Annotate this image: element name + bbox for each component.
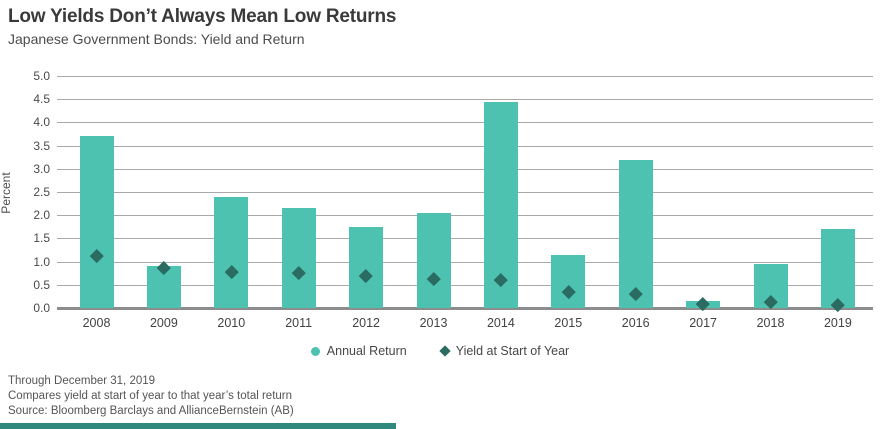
y-tick-label: 2.0: [33, 208, 50, 223]
gridline: [57, 168, 873, 170]
gridline: [57, 238, 873, 240]
y-tick-label: 4.0: [33, 115, 50, 130]
bar-annual-return: [214, 196, 249, 308]
chart-subtitle: Japanese Government Bonds: Yield and Ret…: [8, 31, 305, 47]
gridline: [57, 76, 873, 77]
x-tick-label: 2015: [554, 316, 583, 330]
legend-item-annual-return: Annual Return: [310, 344, 407, 358]
y-tick-label: 3.0: [33, 161, 50, 176]
footnote-source: Source: Bloomberg Barclays and AllianceB…: [8, 405, 294, 417]
bar-annual-return: [349, 226, 384, 308]
circle-icon: [310, 346, 320, 356]
y-tick-label: 2.5: [33, 185, 50, 199]
legend-label: Yield at Start of Year: [455, 344, 570, 358]
x-tick-label: 2011: [285, 316, 313, 330]
y-tick-label: 5.0: [33, 69, 50, 83]
x-tick-label: 2010: [217, 316, 246, 330]
gridline: [57, 215, 873, 217]
x-tick-label: 2008: [82, 316, 111, 330]
x-tick-label: 2012: [352, 316, 380, 330]
y-axis-label: Percent: [0, 172, 13, 214]
y-tick-label: 1.5: [33, 231, 50, 246]
x-tick-label: 2014: [486, 316, 515, 330]
legend-label: Annual Return: [326, 344, 407, 358]
gridline: [57, 122, 873, 124]
y-tick-label: 3.5: [33, 138, 50, 153]
gridline: [57, 192, 873, 193]
gridline: [57, 284, 873, 286]
bar-annual-return: [281, 208, 316, 308]
x-tick-label: 2017: [689, 316, 717, 330]
x-tick-label: 2018: [756, 316, 785, 330]
page-title: Low Yields Don’t Always Mean Low Returns: [8, 6, 397, 27]
footnote-description: Compares yield at start of year to that …: [8, 390, 293, 402]
y-tick-label: 1.0: [33, 254, 50, 269]
footnote-period: Through December 31, 2019: [8, 375, 156, 387]
legend-item-yield: Yield at Start of Year: [439, 344, 570, 358]
bar-annual-return: [416, 212, 451, 308]
x-tick-label: 2009: [149, 316, 178, 330]
x-tick-label: 2016: [621, 316, 650, 330]
x-tick-label: 2019: [823, 316, 852, 330]
bar-annual-return: [79, 136, 114, 308]
footnotes: Through December 31, 2019 Compares yield…: [8, 374, 294, 419]
diamond-icon: [439, 345, 451, 357]
y-tick-label: 0.5: [33, 277, 50, 292]
bar-annual-return: [618, 159, 653, 308]
gridline: [57, 261, 873, 263]
bar-annual-return: [820, 229, 855, 308]
gridline: [57, 99, 873, 101]
x-axis-baseline: [57, 307, 873, 310]
x-tick-label: 2013: [419, 316, 448, 330]
chart-legend: Annual Return Yield at Start of Year: [0, 344, 880, 358]
y-tick-label: 0.0: [33, 301, 50, 315]
y-tick-label: 4.5: [33, 92, 50, 107]
brand-accent-bar: [0, 423, 396, 429]
gridline: [57, 145, 873, 147]
bar-annual-return: [551, 254, 586, 308]
